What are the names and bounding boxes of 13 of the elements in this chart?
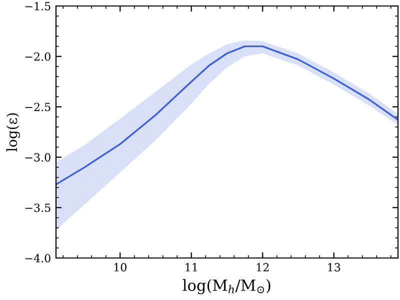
x-tick-label: 10: [114, 263, 126, 272]
y-tick-label: −2.5: [25, 102, 50, 112]
y-axis-title: log(ε): [6, 113, 20, 152]
x-tick-label: 12: [256, 263, 269, 272]
y-tick-label: −1.5: [25, 2, 50, 10]
x-tick-label: 13: [328, 263, 340, 272]
y-tick-label: −2.0: [25, 52, 50, 61]
y-tick-label: −4.0: [25, 254, 50, 262]
line-series: [56, 45, 398, 186]
y-tick-label: −3.5: [25, 204, 50, 212]
x-axis-title: log(M$_{h}$/M$_{⊙}$): [182, 279, 270, 294]
y-tick-label: −3.0: [25, 153, 50, 162]
x-tick-label: 11: [186, 263, 197, 272]
